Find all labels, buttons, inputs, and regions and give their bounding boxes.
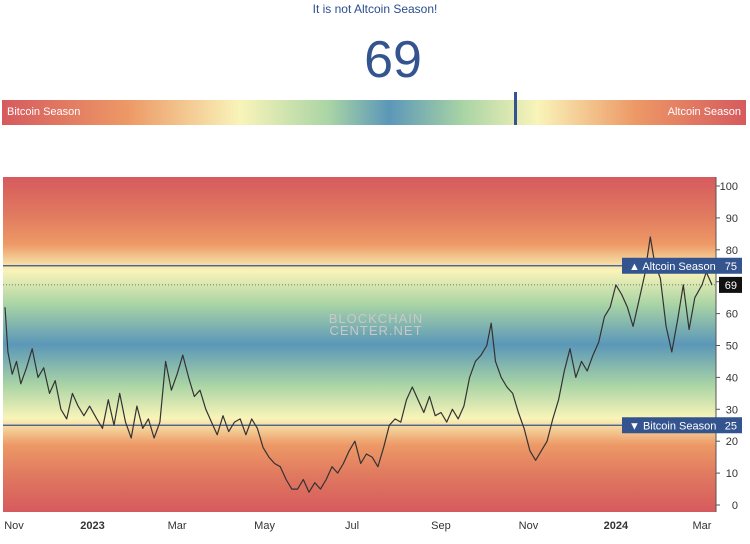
threshold-tag-box — [622, 417, 742, 434]
gauge-right-label: Altcoin Season — [667, 106, 741, 118]
threshold-tag-label: ▲ Altcoin Season — [629, 261, 716, 273]
gauge-marker — [513, 92, 517, 125]
x-tick-label: Sep — [431, 520, 451, 532]
watermark-line1: BLOCKCHAIN — [329, 311, 424, 326]
y-tick-label: 60 — [726, 309, 738, 321]
y-tick-label: 10 — [726, 468, 738, 480]
x-tick-label: Mar — [692, 520, 711, 532]
watermark-line2: CENTER.NET — [329, 323, 422, 338]
season-gauge: Bitcoin Season Altcoin Season — [2, 92, 746, 125]
y-tick-label: 30 — [726, 404, 738, 416]
y-tick-label: 80 — [726, 245, 738, 257]
current-value-tag-box — [719, 276, 742, 293]
index-value: 69 — [364, 31, 422, 89]
x-tick-label: 2024 — [604, 520, 629, 532]
x-tick-label: Nov — [4, 520, 24, 532]
threshold-tag-value: 75 — [725, 261, 737, 273]
y-axis-ticks: 0102030405060708090100 — [716, 181, 738, 512]
threshold-tag-box — [622, 257, 742, 274]
threshold-tag: ▼ Bitcoin Season 25 — [622, 417, 742, 434]
altcoin-index-chart[interactable]: 0102030405060708090100 Nov2023MarMayJulS… — [0, 170, 750, 544]
x-tick-label: Nov — [519, 520, 539, 532]
current-value-tag: 69 — [719, 276, 742, 293]
status-text: It is not Altcoin Season! — [312, 2, 438, 16]
gauge-left-label: Bitcoin Season — [7, 106, 81, 118]
x-tick-label: May — [254, 520, 275, 532]
x-axis-ticks: Nov 2023 Mar May Jul Sep Nov 2024 Mar — [4, 520, 712, 532]
value-tags: ▲ Altcoin Season 75 ▼ Bitcoin Season 25 69 — [622, 257, 742, 434]
threshold-tag: ▲ Altcoin Season 75 — [622, 257, 742, 274]
current-value-tag-label: 69 — [725, 280, 737, 292]
x-tick-label: 2023 — [80, 520, 104, 532]
y-tick-label: 100 — [720, 181, 738, 193]
threshold-tag-label: ▼ Bitcoin Season — [629, 420, 716, 432]
y-tick-label: 90 — [726, 213, 738, 225]
plot-background — [3, 177, 716, 512]
y-tick-label: 0 — [732, 500, 738, 512]
series-line — [4, 236, 713, 493]
y-tick-label: 40 — [726, 372, 738, 384]
x-tick-label: Mar — [168, 520, 187, 532]
threshold-lines — [3, 265, 716, 426]
y-tick-label: 50 — [726, 341, 738, 353]
threshold-tag-value: 25 — [725, 420, 737, 432]
y-tick-label: 20 — [726, 436, 738, 448]
x-tick-label: Jul — [345, 520, 359, 532]
